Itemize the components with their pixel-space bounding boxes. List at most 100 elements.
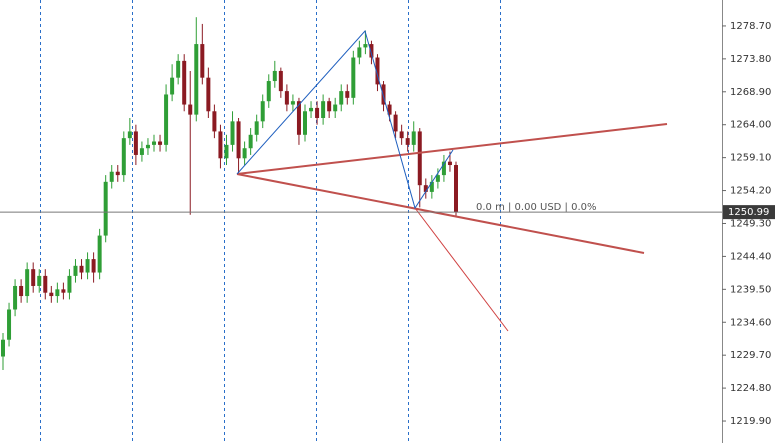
trendline[interactable] [236, 123, 668, 175]
candle-body [441, 161, 446, 176]
candle-body [411, 131, 416, 145]
y-tick-label: 1234.60 [730, 317, 771, 328]
time-grid [40, 0, 501, 443]
candle-body [327, 101, 332, 112]
candle-body [19, 285, 24, 297]
y-tick-label: 1278.70 [730, 21, 771, 32]
candle-body [369, 44, 374, 58]
drawings [236, 29, 668, 332]
candle-body [200, 44, 205, 78]
candle-body [399, 131, 404, 139]
candle-body [447, 161, 452, 166]
candle-body [236, 121, 241, 159]
candle-body [194, 44, 199, 115]
annotation: 0.0 m | 0.00 USD | 0.0% [476, 202, 597, 213]
y-tick-label: 1239.50 [730, 284, 771, 295]
candle-body [309, 107, 314, 112]
candle-body [164, 94, 169, 145]
candle-body [133, 131, 138, 155]
candle-body [212, 111, 217, 132]
candle-body [417, 131, 422, 186]
candle-body [454, 165, 458, 213]
candle-body [290, 101, 295, 105]
candle-body [1, 339, 5, 357]
candle-body [272, 70, 277, 82]
candles [1, 17, 458, 370]
candle-body [375, 57, 380, 85]
candle-body [73, 265, 78, 276]
candle-body [339, 91, 344, 105]
candle-body [387, 104, 392, 115]
y-tick-label: 1268.90 [730, 87, 771, 98]
y-tick-label: 1224.80 [730, 383, 771, 394]
candle-body [296, 101, 301, 135]
candle-body [145, 144, 150, 149]
candle-body [109, 171, 114, 182]
candle-body [7, 309, 12, 340]
candle-body [393, 114, 398, 132]
trendline[interactable] [414, 207, 509, 332]
candle-body [405, 138, 410, 145]
candle-body [152, 141, 156, 145]
candle-body [61, 289, 66, 293]
candle-body [242, 148, 247, 159]
candle-body [260, 101, 265, 122]
y-tick-label: 1254.20 [730, 186, 771, 197]
candle-body [284, 91, 289, 105]
candle-body [345, 91, 350, 98]
candle-body [103, 181, 108, 236]
candle-body [351, 57, 356, 98]
candle-body [25, 269, 30, 297]
zigzag-line[interactable] [236, 29, 454, 210]
candle-body [170, 77, 175, 95]
candle-body [85, 259, 90, 273]
candle-body [224, 144, 229, 159]
candle-body [158, 141, 163, 145]
y-tick-label: 1229.70 [730, 350, 771, 361]
candle-body [127, 131, 132, 139]
candle-body [91, 259, 96, 273]
candle-body [381, 84, 386, 105]
candle-body [139, 148, 144, 155]
candle-body [55, 289, 60, 297]
candle-body [37, 275, 42, 286]
candle-body [357, 47, 362, 58]
candle-body [333, 104, 338, 112]
candle-body [248, 134, 253, 149]
candle-body [266, 81, 271, 102]
candle-body [97, 235, 102, 273]
y-tick-label: 1273.80 [730, 54, 771, 65]
candle-body [121, 138, 126, 176]
candle-body [67, 275, 72, 293]
candle-body [79, 265, 84, 273]
candle-body [278, 70, 283, 92]
candle-body [230, 121, 235, 145]
candle-body [188, 104, 193, 115]
candle-body [429, 181, 434, 192]
y-tick-label: 1264.00 [730, 120, 771, 131]
y-tick-label: 1249.30 [730, 218, 771, 229]
candle-body [254, 121, 259, 135]
candle-body [13, 285, 18, 310]
candle-body [31, 269, 36, 286]
y-tick-label: 1244.40 [730, 251, 771, 262]
candle-body [315, 107, 320, 118]
trendline[interactable] [236, 173, 645, 254]
candle-body [115, 171, 120, 176]
candle-body [218, 131, 223, 159]
candle-body [363, 44, 368, 48]
candle-body [435, 175, 440, 182]
candle-body [206, 77, 211, 112]
candle-body [43, 275, 48, 293]
candle-body [303, 111, 307, 135]
candle-body [321, 101, 326, 118]
current-price-label: 1250.99 [728, 207, 769, 218]
current-price-box [723, 205, 775, 220]
y-tick-label: 1219.90 [730, 416, 771, 427]
candle-body [49, 292, 54, 297]
candle-body [182, 60, 187, 105]
candle-body [176, 60, 181, 78]
candle-body [423, 185, 428, 192]
y-tick-label: 1259.10 [730, 153, 771, 164]
